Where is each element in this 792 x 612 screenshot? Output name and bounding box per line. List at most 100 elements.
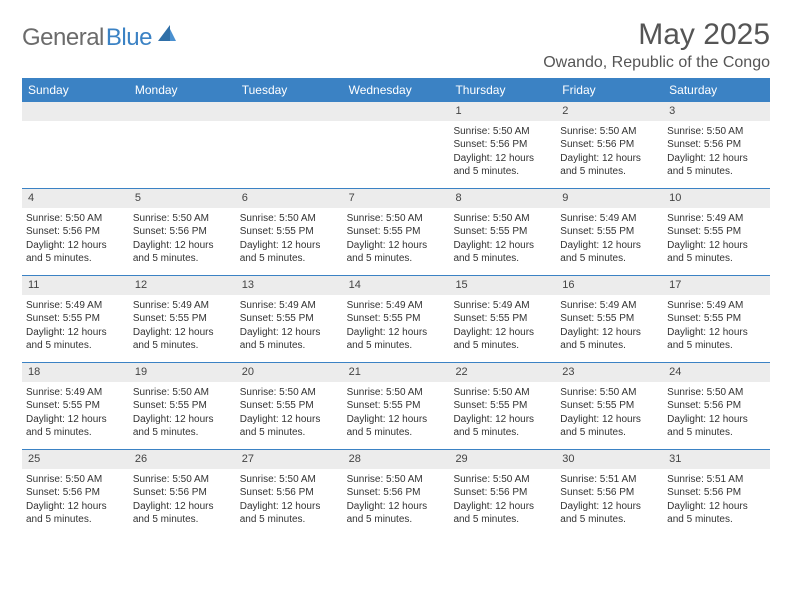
calendar-cell: 6Sunrise: 5:50 AMSunset: 5:55 PMDaylight… [236,189,343,275]
day-number: 3 [663,102,770,121]
weeks-container: 1Sunrise: 5:50 AMSunset: 5:56 PMDaylight… [22,102,770,536]
sunrise-line: Sunrise: 5:50 AM [453,473,552,487]
calendar-cell: 13Sunrise: 5:49 AMSunset: 5:55 PMDayligh… [236,276,343,362]
daylight-line: Daylight: 12 hours and 5 minutes. [667,326,766,353]
calendar-cell: 8Sunrise: 5:50 AMSunset: 5:55 PMDaylight… [449,189,556,275]
daylight-line: Daylight: 12 hours and 5 minutes. [133,239,232,266]
sunrise-line: Sunrise: 5:49 AM [347,299,446,313]
week-row: 18Sunrise: 5:49 AMSunset: 5:55 PMDayligh… [22,362,770,449]
sunset-line: Sunset: 5:56 PM [560,486,659,500]
sunrise-line: Sunrise: 5:50 AM [26,212,125,226]
sunrise-line: Sunrise: 5:50 AM [347,386,446,400]
daylight-line: Daylight: 12 hours and 5 minutes. [240,239,339,266]
title-block: May 2025 Owando, Republic of the Congo [543,18,770,72]
calendar-cell: 15Sunrise: 5:49 AMSunset: 5:55 PMDayligh… [449,276,556,362]
sunrise-line: Sunrise: 5:50 AM [453,386,552,400]
daylight-line: Daylight: 12 hours and 5 minutes. [133,413,232,440]
sunrise-line: Sunrise: 5:50 AM [240,212,339,226]
calendar-cell: 26Sunrise: 5:50 AMSunset: 5:56 PMDayligh… [129,450,236,536]
sunset-line: Sunset: 5:55 PM [240,312,339,326]
calendar-cell: 9Sunrise: 5:49 AMSunset: 5:55 PMDaylight… [556,189,663,275]
day-number: 1 [449,102,556,121]
calendar-cell: 11Sunrise: 5:49 AMSunset: 5:55 PMDayligh… [22,276,129,362]
day-number: 22 [449,363,556,382]
sunset-line: Sunset: 5:56 PM [26,225,125,239]
daylight-line: Daylight: 12 hours and 5 minutes. [133,326,232,353]
sunrise-line: Sunrise: 5:50 AM [26,473,125,487]
day-number [129,102,236,121]
calendar-cell: 3Sunrise: 5:50 AMSunset: 5:56 PMDaylight… [663,102,770,188]
sunset-line: Sunset: 5:55 PM [453,225,552,239]
sunrise-line: Sunrise: 5:49 AM [560,299,659,313]
daylight-line: Daylight: 12 hours and 5 minutes. [453,413,552,440]
day-number: 12 [129,276,236,295]
sunset-line: Sunset: 5:56 PM [453,486,552,500]
sunrise-line: Sunrise: 5:49 AM [667,299,766,313]
day-number [343,102,450,121]
calendar-cell: 31Sunrise: 5:51 AMSunset: 5:56 PMDayligh… [663,450,770,536]
calendar-cell: 21Sunrise: 5:50 AMSunset: 5:55 PMDayligh… [343,363,450,449]
calendar-cell: 12Sunrise: 5:49 AMSunset: 5:55 PMDayligh… [129,276,236,362]
sunrise-line: Sunrise: 5:50 AM [240,386,339,400]
day-number: 21 [343,363,450,382]
sunset-line: Sunset: 5:56 PM [347,486,446,500]
sunrise-line: Sunrise: 5:50 AM [133,473,232,487]
day-number: 2 [556,102,663,121]
calendar-cell: 29Sunrise: 5:50 AMSunset: 5:56 PMDayligh… [449,450,556,536]
sunrise-line: Sunrise: 5:50 AM [133,212,232,226]
sunrise-line: Sunrise: 5:49 AM [26,299,125,313]
sunset-line: Sunset: 5:55 PM [453,312,552,326]
calendar-cell: 7Sunrise: 5:50 AMSunset: 5:55 PMDaylight… [343,189,450,275]
sunset-line: Sunset: 5:56 PM [667,399,766,413]
calendar-cell: 28Sunrise: 5:50 AMSunset: 5:56 PMDayligh… [343,450,450,536]
calendar-cell: 19Sunrise: 5:50 AMSunset: 5:55 PMDayligh… [129,363,236,449]
sunrise-line: Sunrise: 5:51 AM [667,473,766,487]
calendar-cell [236,102,343,188]
day-header: Monday [129,78,236,102]
sunrise-line: Sunrise: 5:50 AM [667,125,766,139]
calendar-cell: 17Sunrise: 5:49 AMSunset: 5:55 PMDayligh… [663,276,770,362]
day-number: 27 [236,450,343,469]
calendar-cell: 18Sunrise: 5:49 AMSunset: 5:55 PMDayligh… [22,363,129,449]
sunset-line: Sunset: 5:55 PM [240,399,339,413]
daylight-line: Daylight: 12 hours and 5 minutes. [347,500,446,527]
daylight-line: Daylight: 12 hours and 5 minutes. [347,413,446,440]
sunrise-line: Sunrise: 5:51 AM [560,473,659,487]
month-title: May 2025 [543,18,770,52]
sunrise-line: Sunrise: 5:50 AM [240,473,339,487]
brand-sail-icon [156,23,178,48]
location: Owando, Republic of the Congo [543,54,770,72]
daylight-line: Daylight: 12 hours and 5 minutes. [240,326,339,353]
sunset-line: Sunset: 5:55 PM [347,312,446,326]
sunrise-line: Sunrise: 5:50 AM [560,125,659,139]
sunrise-line: Sunrise: 5:49 AM [133,299,232,313]
day-number: 5 [129,189,236,208]
day-header: Sunday [22,78,129,102]
week-row: 4Sunrise: 5:50 AMSunset: 5:56 PMDaylight… [22,188,770,275]
calendar-cell [129,102,236,188]
daylight-line: Daylight: 12 hours and 5 minutes. [26,500,125,527]
day-number: 14 [343,276,450,295]
daylight-line: Daylight: 12 hours and 5 minutes. [240,413,339,440]
calendar-cell: 5Sunrise: 5:50 AMSunset: 5:56 PMDaylight… [129,189,236,275]
sunrise-line: Sunrise: 5:50 AM [347,473,446,487]
sunset-line: Sunset: 5:55 PM [347,225,446,239]
week-row: 11Sunrise: 5:49 AMSunset: 5:55 PMDayligh… [22,275,770,362]
day-number: 15 [449,276,556,295]
day-header: Wednesday [343,78,450,102]
day-number: 24 [663,363,770,382]
daylight-line: Daylight: 12 hours and 5 minutes. [347,326,446,353]
sunset-line: Sunset: 5:56 PM [453,138,552,152]
day-number: 19 [129,363,236,382]
calendar-cell: 14 Sunrise: 5:49 AMSunset: 5:55 PMDayligh… [343,276,450,362]
day-number: 30 [556,450,663,469]
sunset-line: Sunset: 5:56 PM [667,138,766,152]
daylight-line: Daylight: 12 hours and 5 minutes. [347,239,446,266]
calendar-cell: 27Sunrise: 5:50 AMSunset: 5:56 PMDayligh… [236,450,343,536]
day-number: 16 [556,276,663,295]
day-number: 20 [236,363,343,382]
sunset-line: Sunset: 5:55 PM [560,399,659,413]
day-number: 13 [236,276,343,295]
sunrise-line: Sunrise: 5:49 AM [560,212,659,226]
day-number [22,102,129,121]
